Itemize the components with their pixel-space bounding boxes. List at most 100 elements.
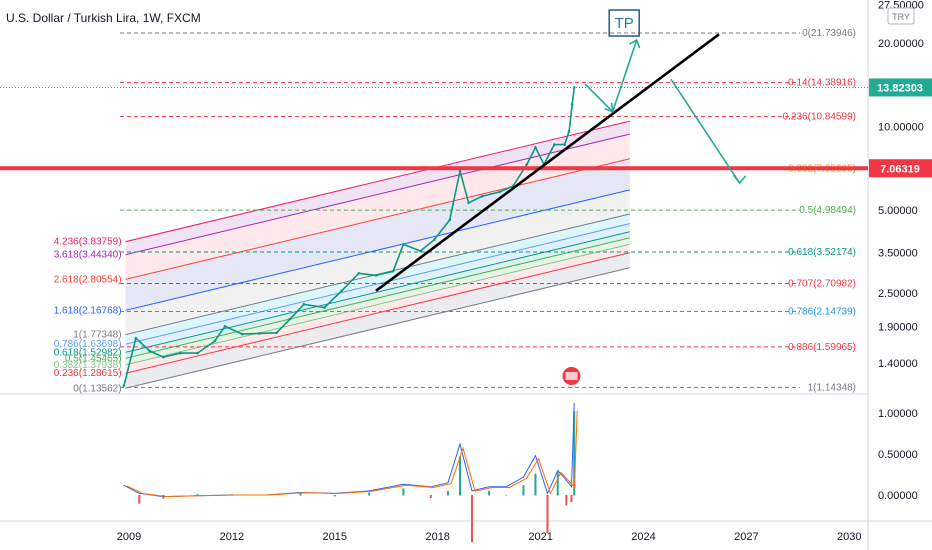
histogram-bar: [570, 495, 573, 503]
price-point: [288, 317, 292, 321]
chart-title: U.S. Dollar / Turkish Lira, 1W, FXCM: [6, 11, 201, 25]
fib-channel-band: [125, 244, 630, 374]
histogram-bar: [138, 495, 141, 504]
fib-retracement-label: 0.886(1.59965): [788, 342, 856, 353]
price-point: [567, 130, 571, 133]
fib-channel-line: [125, 120, 630, 243]
fib-channel-label: 0.5(1.45465): [65, 353, 122, 364]
price-point: [467, 201, 470, 205]
fib-channel-line: [125, 189, 630, 311]
price-point: [498, 190, 501, 194]
histogram-bar: [458, 456, 461, 496]
price-point: [213, 339, 217, 343]
price-point: [480, 194, 484, 198]
last-price-label: 13.82303: [877, 82, 923, 94]
osc-tick-label: 1.00000: [878, 408, 918, 420]
osc-tick-label: 0.50000: [878, 449, 918, 461]
us-flag-stripes: [565, 372, 578, 380]
fib-channel-line: [125, 158, 630, 280]
fib-channel-band: [125, 231, 630, 359]
arrowhead: [732, 174, 747, 185]
x-tick-label: 2009: [117, 531, 141, 543]
fib-channel-line: [125, 267, 630, 389]
x-tick-label: 2021: [528, 531, 552, 543]
oscillator-pane: [123, 403, 578, 543]
axes: 27.50000 20.00000 10.00000 5.00000 3.50000 2.…: [117, 0, 932, 543]
histogram-bar: [488, 490, 491, 496]
fib-channel-label: 4.236(3.83759): [54, 237, 122, 248]
price-point: [458, 169, 462, 173]
histogram-bar: [196, 494, 199, 496]
price-point: [570, 103, 574, 106]
price-point: [432, 238, 436, 242]
marked-price-label: 7.06319: [880, 163, 920, 175]
fib-channel-line: [125, 133, 630, 256]
fib-channel-label: 0.618(1.52982): [54, 347, 122, 358]
last-price-tag: [869, 78, 932, 97]
fib-retracement: 0(21.73946) 0.14(14.38916) 0.236(10.84599)…: [120, 28, 856, 393]
fib-channel-band: [125, 121, 630, 255]
fib-channel-label: 2.618(2.80554): [54, 274, 122, 285]
histogram-bar: [505, 495, 508, 496]
price-series: [122, 86, 576, 387]
y-tick-label: 20.00000: [878, 38, 924, 50]
histogram-bar: [573, 411, 576, 496]
forecast-arrow-down-2: [670, 78, 741, 184]
price-point: [122, 384, 126, 387]
price-point: [448, 218, 452, 222]
price-point: [374, 274, 378, 277]
price-point: [419, 249, 422, 253]
price-point: [563, 143, 566, 146]
fib-channel-label: 0(1.13562): [73, 383, 121, 394]
x-tick-label: 2024: [631, 531, 655, 543]
fib-retracement-label: 1(1.14348): [808, 382, 856, 393]
histogram-bar: [402, 488, 405, 496]
fib-channel-band: [125, 214, 630, 345]
fib-channel-line: [125, 231, 630, 353]
fib-retracement-label: 0.236(10.84599): [783, 112, 856, 123]
histogram-bar: [429, 495, 432, 498]
histogram-bar: [556, 472, 559, 496]
price-point: [340, 289, 343, 293]
price-point: [534, 146, 537, 149]
currency-badge: [887, 7, 915, 25]
price-point: [525, 162, 529, 166]
arrowhead: [604, 102, 614, 113]
histogram-bar: [565, 495, 568, 506]
fib-channel-label: 3.618(3.44340): [54, 250, 122, 261]
arrowhead: [629, 38, 641, 49]
fib-channel-line: [125, 223, 630, 345]
y-tick-label: 5.00000: [878, 205, 918, 217]
price-point: [258, 332, 261, 335]
x-tick-label: 2027: [734, 531, 758, 543]
price-point: [357, 272, 361, 275]
x-tick-label: 2012: [220, 531, 244, 543]
price-point: [196, 351, 199, 355]
price-point: [240, 332, 244, 336]
fib-retracement-label: 0(21.73946): [802, 28, 856, 39]
fib-retracement-label: 0.618(3.52174): [788, 247, 856, 258]
marked-price-tag: [869, 159, 932, 178]
currency-label: TRY: [892, 12, 910, 22]
signal-line: [126, 410, 578, 498]
forecast-arrow-up: [611, 39, 638, 112]
price-point: [162, 355, 165, 359]
y-tick-label: 1.90000: [878, 321, 918, 333]
x-tick-label: 2018: [425, 531, 449, 543]
fib-retracement-label: 0.5(4.98494): [799, 205, 856, 216]
y-tick-label: 27.50000: [878, 0, 924, 12]
histogram-bar: [534, 473, 537, 496]
trendline: [375, 33, 720, 292]
histogram-bar: [368, 492, 371, 496]
tp-box: [608, 9, 640, 37]
histogram-bar: [333, 495, 336, 497]
fib-channel-label: 0.236(1.28615): [54, 368, 122, 379]
price-point: [572, 86, 576, 89]
price-point: [223, 324, 227, 328]
histogram-bar: [446, 490, 449, 496]
histogram-bar: [546, 495, 549, 534]
histogram-bar: [471, 495, 473, 543]
fib-channel-line: [125, 237, 630, 359]
price-point: [275, 331, 278, 335]
